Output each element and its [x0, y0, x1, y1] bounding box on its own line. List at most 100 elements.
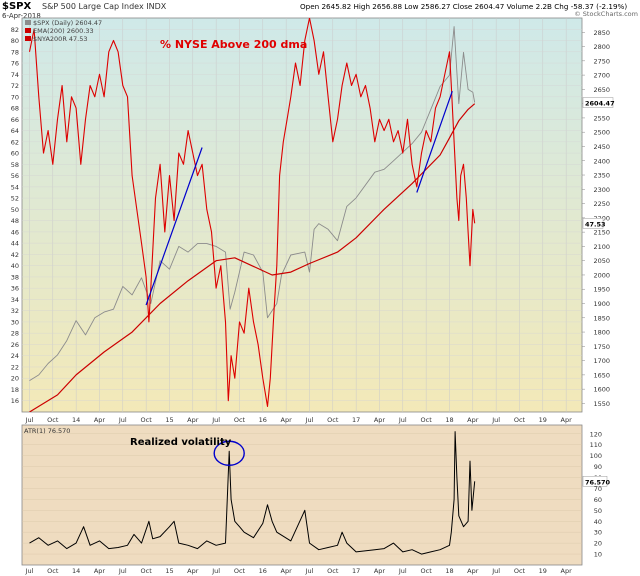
- left-axis-tick: 34: [11, 296, 19, 304]
- right-axis-tick: 2100: [593, 243, 610, 251]
- left-axis-tick: 30: [11, 318, 19, 326]
- atr-axis-tick: 120: [590, 430, 602, 438]
- left-axis-tick: 68: [11, 105, 19, 113]
- left-axis-tick: 58: [11, 161, 19, 169]
- main-x-tick-label: Apr: [187, 416, 199, 424]
- atr-highlight-circle: [213, 440, 245, 466]
- right-axis-tick: 2150: [593, 229, 610, 237]
- atr-axis-tick: 90: [594, 463, 602, 471]
- main-x-tick-label: Oct: [327, 416, 339, 424]
- main-x-tick-label: 19: [539, 416, 547, 424]
- right-axis-tick: 2400: [593, 157, 610, 165]
- main-x-tick-label: 18: [445, 416, 453, 424]
- nya-badge-text: 47.53: [585, 220, 606, 228]
- left-axis-tick: 40: [11, 262, 19, 270]
- ema200-line: [29, 103, 476, 412]
- atr-x-tick-label: 18: [445, 567, 453, 575]
- spx-price-line: [29, 26, 476, 381]
- main-x-tick-label: Oct: [141, 416, 153, 424]
- atr-axis-tick: 40: [594, 518, 602, 526]
- main-x-tick-label: 17: [352, 416, 360, 424]
- right-axis-tick: 2250: [593, 200, 610, 208]
- atr-badge: [582, 476, 608, 487]
- legend-swatch: [25, 28, 31, 33]
- atr-x-tick-label: Jul: [491, 567, 500, 575]
- main-x-tick-label: Jul: [211, 416, 220, 424]
- atr-axis-tick: 60: [594, 496, 602, 504]
- atr-x-tick-label: 17: [352, 567, 360, 575]
- atr-x-tick-label: Apr: [374, 567, 386, 575]
- main-x-tick-label: Jul: [25, 416, 34, 424]
- main-x-tick-label: Oct: [421, 416, 433, 424]
- nya200r-line: [28, 18, 476, 407]
- atr-x-tick-label: 19: [539, 567, 547, 575]
- atr-x-tick-label: Oct: [327, 567, 339, 575]
- main-x-tick-label: Oct: [47, 416, 59, 424]
- atr-panel-background: [21, 424, 583, 566]
- left-axis-tick: 18: [11, 386, 19, 394]
- atr-x-tick-label: 16: [259, 567, 267, 575]
- ohlc-readout: Open 2645.82 High 2656.88 Low 2586.27 Cl…: [300, 2, 627, 11]
- main-x-tick-label: 15: [165, 416, 173, 424]
- left-axis-tick: 78: [11, 48, 19, 56]
- main-x-tick-label: Oct: [234, 416, 246, 424]
- left-axis-tick: 26: [11, 341, 19, 349]
- right-axis-tick: 1850: [593, 314, 610, 322]
- left-axis-tick: 20: [11, 375, 19, 383]
- right-axis-tick: 1800: [593, 329, 610, 337]
- atr-x-tick-label: Oct: [141, 567, 153, 575]
- main-series-group: [28, 18, 476, 412]
- left-axis-tick: 76: [11, 60, 19, 68]
- atr-axis-tick: 50: [594, 507, 602, 515]
- trend-line: [416, 91, 453, 193]
- atr-x-tick-label: Apr: [281, 567, 293, 575]
- right-axis-tick: 1700: [593, 357, 610, 365]
- atr-x-tick-label: 14: [72, 567, 80, 575]
- atr-x-tick-label: Oct: [421, 567, 433, 575]
- atr-x-tick-label: Oct: [47, 567, 59, 575]
- left-axis-tick: 42: [11, 251, 19, 259]
- right-axis-tick: 2050: [593, 257, 610, 265]
- atr-x-tick-label: Oct: [234, 567, 246, 575]
- left-axis-tick: 32: [11, 307, 19, 315]
- price-badge-text: 2604.47: [585, 100, 615, 108]
- right-axis-tick: 1650: [593, 371, 610, 379]
- left-axis-tick: 28: [11, 330, 19, 338]
- atr-badge-text: 76.570: [585, 478, 611, 486]
- right-axis-tick: 2500: [593, 129, 610, 137]
- left-axis-tick: 62: [11, 138, 19, 146]
- right-axis-tick: 1550: [593, 400, 610, 408]
- legend-swatch: [25, 36, 31, 41]
- index-description: S&P 500 Large Cap Index INDX: [42, 2, 167, 11]
- left-axis-tick: 50: [11, 206, 19, 214]
- right-axis-tick: 2850: [593, 29, 610, 37]
- left-axis-tick: 66: [11, 116, 19, 124]
- right-axis-tick: 2350: [593, 172, 610, 180]
- main-x-tick-label: Apr: [561, 416, 573, 424]
- legend-entry: $NYA200R 47.53: [33, 35, 88, 43]
- left-axis-tick: 60: [11, 150, 19, 158]
- left-axis-tick: 70: [11, 93, 19, 101]
- atr-axis-tick: 20: [594, 540, 602, 548]
- atr-annotation-title: Realized volatility: [130, 437, 232, 448]
- main-panel-background: [21, 17, 583, 413]
- right-axis-tick: 1950: [593, 286, 610, 294]
- symbol-label: $SPX: [2, 1, 31, 12]
- atr-x-tick-label: Jul: [25, 567, 34, 575]
- right-axis-tick: 2300: [593, 186, 610, 194]
- right-axis-tick: 1750: [593, 343, 610, 351]
- trend-line: [145, 147, 203, 306]
- right-axis-tick: 1600: [593, 386, 610, 394]
- main-x-tick-label: Jul: [305, 416, 314, 424]
- atr-x-tick-label: Apr: [467, 567, 479, 575]
- left-axis-tick: 46: [11, 228, 19, 236]
- right-axis-tick: 2650: [593, 86, 610, 94]
- price-badge: [582, 97, 614, 108]
- left-axis-tick: 44: [11, 240, 19, 248]
- atr-x-tick-label: Jul: [211, 567, 220, 575]
- atr-axis-tick: 110: [590, 441, 602, 449]
- atr-x-tick-label: Jul: [305, 567, 314, 575]
- stockcharts-credit: © StockCharts.com: [574, 10, 638, 18]
